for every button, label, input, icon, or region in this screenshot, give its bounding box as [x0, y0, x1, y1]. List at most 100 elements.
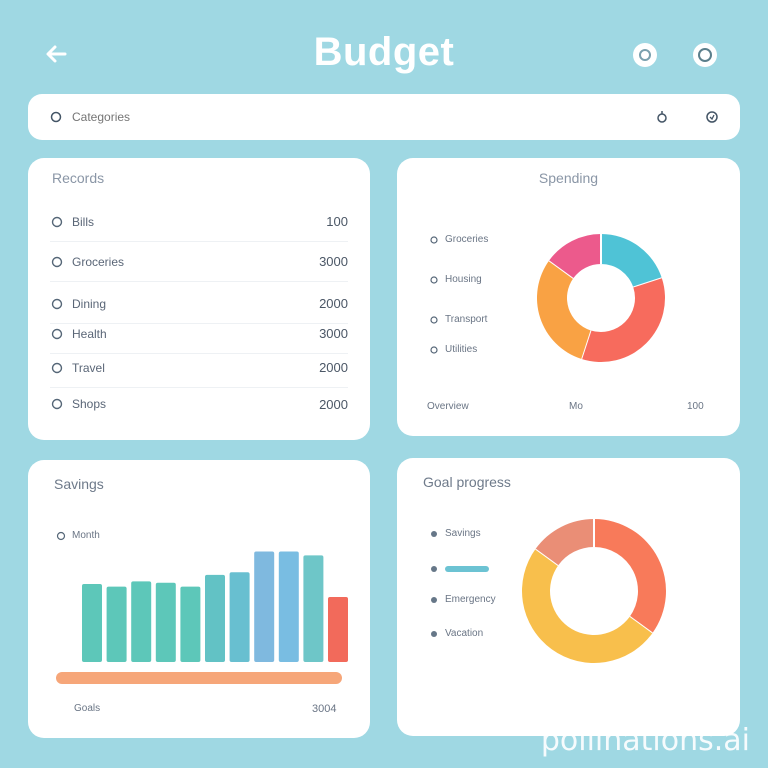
savings-footer-left: Goals [74, 703, 101, 714]
row-label: Shops [72, 397, 107, 411]
goals-legend-item: Vacation [429, 628, 483, 639]
settings-icon [633, 43, 657, 67]
goals-card: Goal progress Savings Emergency Vacation [397, 458, 740, 736]
savings-series-text: Month [72, 530, 100, 541]
circle-icon [56, 531, 66, 541]
expenses-card: Records Bills 100 Groceries 3000 Dining 2000 H… [28, 158, 370, 440]
spending-slice-divider [580, 330, 592, 360]
search-icon [48, 109, 64, 125]
goals-legend-item: Savings [429, 528, 481, 539]
spending-slice-transport [537, 260, 591, 359]
legend-marker-icon [429, 345, 439, 355]
row-value: 100 [326, 214, 348, 229]
savings-bar-9 [278, 551, 299, 662]
category-icon [50, 255, 64, 269]
legend-label: Utilities [445, 344, 478, 355]
profile-button[interactable] [690, 40, 720, 70]
savings-progress-bar [56, 672, 342, 684]
category-icon [50, 397, 64, 411]
spending-footer-mid: Mo [569, 401, 583, 412]
goals-slice-divider [629, 616, 653, 635]
legend-marker-icon [429, 315, 439, 325]
legend-label: Vacation [445, 628, 484, 639]
goals-slice-savings [594, 519, 666, 634]
list-item[interactable]: Groceries 3000 [50, 242, 348, 282]
spending-card: Spending Groceries Housing Transport Utilit… [397, 158, 740, 436]
back-button[interactable] [38, 36, 74, 72]
row-value: 2000 [319, 396, 348, 412]
filter-icon[interactable] [654, 109, 670, 125]
row-label: Bills [72, 214, 95, 229]
spending-footer-right: 100 [687, 401, 704, 412]
spending-slice-housing [581, 278, 665, 362]
spending-legend-item: Utilities [429, 344, 477, 355]
legend-label: Emergency [445, 594, 496, 605]
search-bar [28, 94, 740, 140]
savings-bar-4 [155, 582, 176, 662]
spending-legend-item: Groceries [429, 234, 488, 245]
row-value: 2000 [319, 360, 348, 375]
spending-slice-groceries [601, 234, 662, 288]
savings-bar-5 [180, 586, 201, 662]
list-item[interactable]: Dining 2000 [50, 284, 348, 324]
goals-legend-item [429, 564, 489, 574]
savings-bar-2 [106, 586, 127, 662]
goals-slice-emergency [522, 548, 653, 663]
savings-footer-right: 3004 [312, 703, 337, 715]
goals-legend-item: Emergency [429, 594, 496, 605]
spending-slice-utilities [549, 234, 601, 279]
row-label: Health [72, 326, 107, 341]
watermark: pollinations.ai [540, 723, 750, 758]
row-value: 3000 [319, 326, 348, 341]
savings-bar-8 [254, 551, 275, 662]
savings-card: Savings Month Goals 3004 [28, 460, 370, 738]
list-item[interactable]: Health 3000 [50, 314, 348, 354]
legend-bar [445, 566, 489, 572]
category-icon [50, 361, 64, 375]
savings-bar-1 [82, 584, 102, 662]
savings-bar-3 [131, 581, 152, 662]
list-item[interactable]: Travel 2000 [50, 348, 348, 388]
legend-marker-icon [429, 595, 439, 605]
legend-label: Housing [445, 274, 482, 285]
legend-marker-icon [429, 629, 439, 639]
legend-label: Savings [445, 528, 481, 539]
row-label: Dining [72, 296, 107, 311]
row-value: 3000 [319, 254, 348, 269]
app-header: Budget [0, 0, 768, 96]
savings-bar-7 [229, 572, 250, 662]
legend-marker-icon [429, 564, 439, 574]
savings-bar-chart [82, 551, 348, 662]
sort-icon[interactable] [704, 109, 720, 125]
row-label: Travel [72, 360, 105, 375]
spending-slice-divider [633, 277, 663, 289]
legend-marker-icon [429, 529, 439, 539]
savings-bar-11 [328, 597, 348, 662]
goals-card-title: Goal progress [423, 474, 511, 490]
row-label: Groceries [72, 254, 125, 269]
savings-series-label: Month [56, 530, 100, 541]
list-item[interactable]: Shops 2000 [50, 384, 348, 424]
settings-button[interactable] [630, 40, 660, 70]
goals-slice-vacation [535, 519, 594, 566]
spending-footer-left-label: Overview [427, 401, 469, 412]
spending-card-title: Spending [538, 170, 599, 186]
spending-footer-left: Overview [427, 401, 469, 412]
legend-label: Transport [445, 314, 488, 325]
row-value: 2000 [319, 296, 348, 311]
arrow-left-icon [46, 45, 67, 63]
legend-label: Groceries [445, 234, 489, 245]
savings-bar-10 [303, 555, 324, 662]
profile-icon [693, 43, 717, 67]
list-item[interactable]: Bills 100 [50, 202, 348, 242]
savings-bar-6 [205, 574, 225, 662]
spending-legend-item: Transport [429, 314, 487, 325]
savings-card-title: Savings [54, 476, 104, 492]
spending-donut-chart [537, 234, 665, 362]
category-icon [50, 297, 64, 311]
goals-donut-chart [522, 519, 666, 663]
spending-legend-item: Housing [429, 274, 482, 285]
expenses-card-title: Records [52, 170, 105, 186]
search-input[interactable] [72, 110, 654, 124]
legend-marker-icon [429, 275, 439, 285]
